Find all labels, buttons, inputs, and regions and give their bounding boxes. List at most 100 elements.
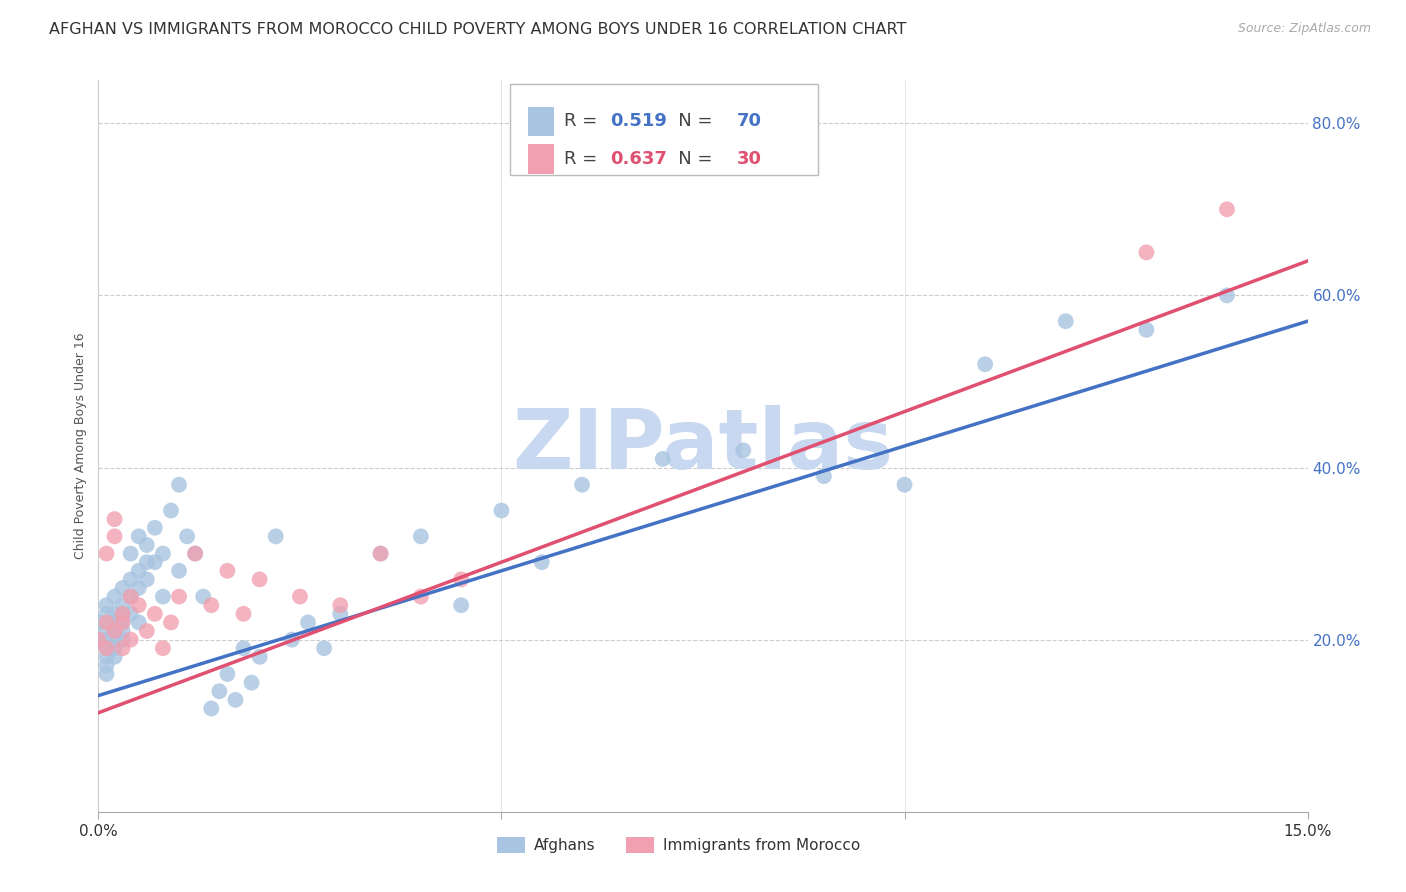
Point <box>571 477 593 491</box>
Point <box>143 555 166 569</box>
Point <box>1216 288 1239 302</box>
Point <box>111 607 134 621</box>
Point <box>249 573 271 587</box>
Point <box>96 641 118 656</box>
Point <box>167 590 190 604</box>
Point <box>96 624 118 638</box>
Point <box>733 443 755 458</box>
Point <box>96 649 118 664</box>
Point <box>111 615 134 630</box>
Point <box>87 615 110 630</box>
Point <box>232 607 254 621</box>
FancyBboxPatch shape <box>527 107 554 136</box>
Point <box>450 598 472 612</box>
Point <box>128 529 150 543</box>
Point <box>143 607 166 621</box>
Point <box>87 632 110 647</box>
Point <box>329 598 352 612</box>
Point <box>249 649 271 664</box>
Point <box>208 684 231 698</box>
Point <box>193 590 215 604</box>
Point <box>96 632 118 647</box>
Point <box>152 641 174 656</box>
Point <box>232 641 254 656</box>
Text: 70: 70 <box>737 112 762 130</box>
Point <box>217 667 239 681</box>
Point <box>167 477 190 491</box>
Point <box>217 564 239 578</box>
Point <box>184 547 207 561</box>
Point <box>893 477 915 491</box>
Point <box>184 547 207 561</box>
Point <box>491 503 513 517</box>
Point <box>450 573 472 587</box>
Point <box>111 607 134 621</box>
Point <box>87 632 110 647</box>
Point <box>96 607 118 621</box>
Point <box>103 590 125 604</box>
FancyBboxPatch shape <box>527 145 554 174</box>
Point <box>111 615 134 630</box>
Y-axis label: Child Poverty Among Boys Under 16: Child Poverty Among Boys Under 16 <box>75 333 87 559</box>
Point <box>103 529 125 543</box>
Point <box>314 641 336 656</box>
Point <box>152 590 174 604</box>
Point <box>120 590 142 604</box>
Point <box>281 632 304 647</box>
Point <box>128 581 150 595</box>
Point <box>128 564 150 578</box>
Text: ZIPatlas: ZIPatlas <box>513 406 893 486</box>
Point <box>135 573 157 587</box>
Text: 0.637: 0.637 <box>610 150 666 168</box>
Point <box>111 632 134 647</box>
Point <box>135 624 157 638</box>
Point <box>135 538 157 552</box>
Point <box>240 675 263 690</box>
Point <box>128 615 150 630</box>
Point <box>103 649 125 664</box>
Point <box>111 598 134 612</box>
Point <box>370 547 392 561</box>
Text: N =: N = <box>661 112 718 130</box>
Point <box>96 658 118 673</box>
Point <box>152 547 174 561</box>
Point <box>96 598 118 612</box>
Point <box>143 521 166 535</box>
Point <box>530 555 553 569</box>
Point <box>224 693 246 707</box>
Point <box>160 503 183 517</box>
Point <box>128 598 150 612</box>
Text: AFGHAN VS IMMIGRANTS FROM MOROCCO CHILD POVERTY AMONG BOYS UNDER 16 CORRELATION : AFGHAN VS IMMIGRANTS FROM MOROCCO CHILD … <box>49 22 907 37</box>
Point <box>120 632 142 647</box>
Point <box>103 512 125 526</box>
Point <box>329 607 352 621</box>
Point <box>974 357 997 371</box>
Point <box>103 624 125 638</box>
Point <box>96 667 118 681</box>
Point <box>1054 314 1077 328</box>
FancyBboxPatch shape <box>509 84 818 176</box>
Point <box>96 641 118 656</box>
Point <box>176 529 198 543</box>
Point <box>103 624 125 638</box>
Point <box>1135 323 1157 337</box>
Point <box>264 529 287 543</box>
Point <box>297 615 319 630</box>
Point <box>1135 245 1157 260</box>
Point <box>200 701 222 715</box>
Point <box>120 547 142 561</box>
Point <box>409 590 432 604</box>
Point <box>167 564 190 578</box>
Point <box>120 590 142 604</box>
Point <box>409 529 432 543</box>
Text: R =: R = <box>564 150 603 168</box>
Point <box>120 573 142 587</box>
Text: N =: N = <box>661 150 718 168</box>
Text: R =: R = <box>564 112 603 130</box>
Point <box>96 615 118 630</box>
Point <box>111 624 134 638</box>
Text: 30: 30 <box>737 150 762 168</box>
Legend: Afghans, Immigrants from Morocco: Afghans, Immigrants from Morocco <box>491 830 866 859</box>
Point <box>96 547 118 561</box>
Point <box>103 632 125 647</box>
